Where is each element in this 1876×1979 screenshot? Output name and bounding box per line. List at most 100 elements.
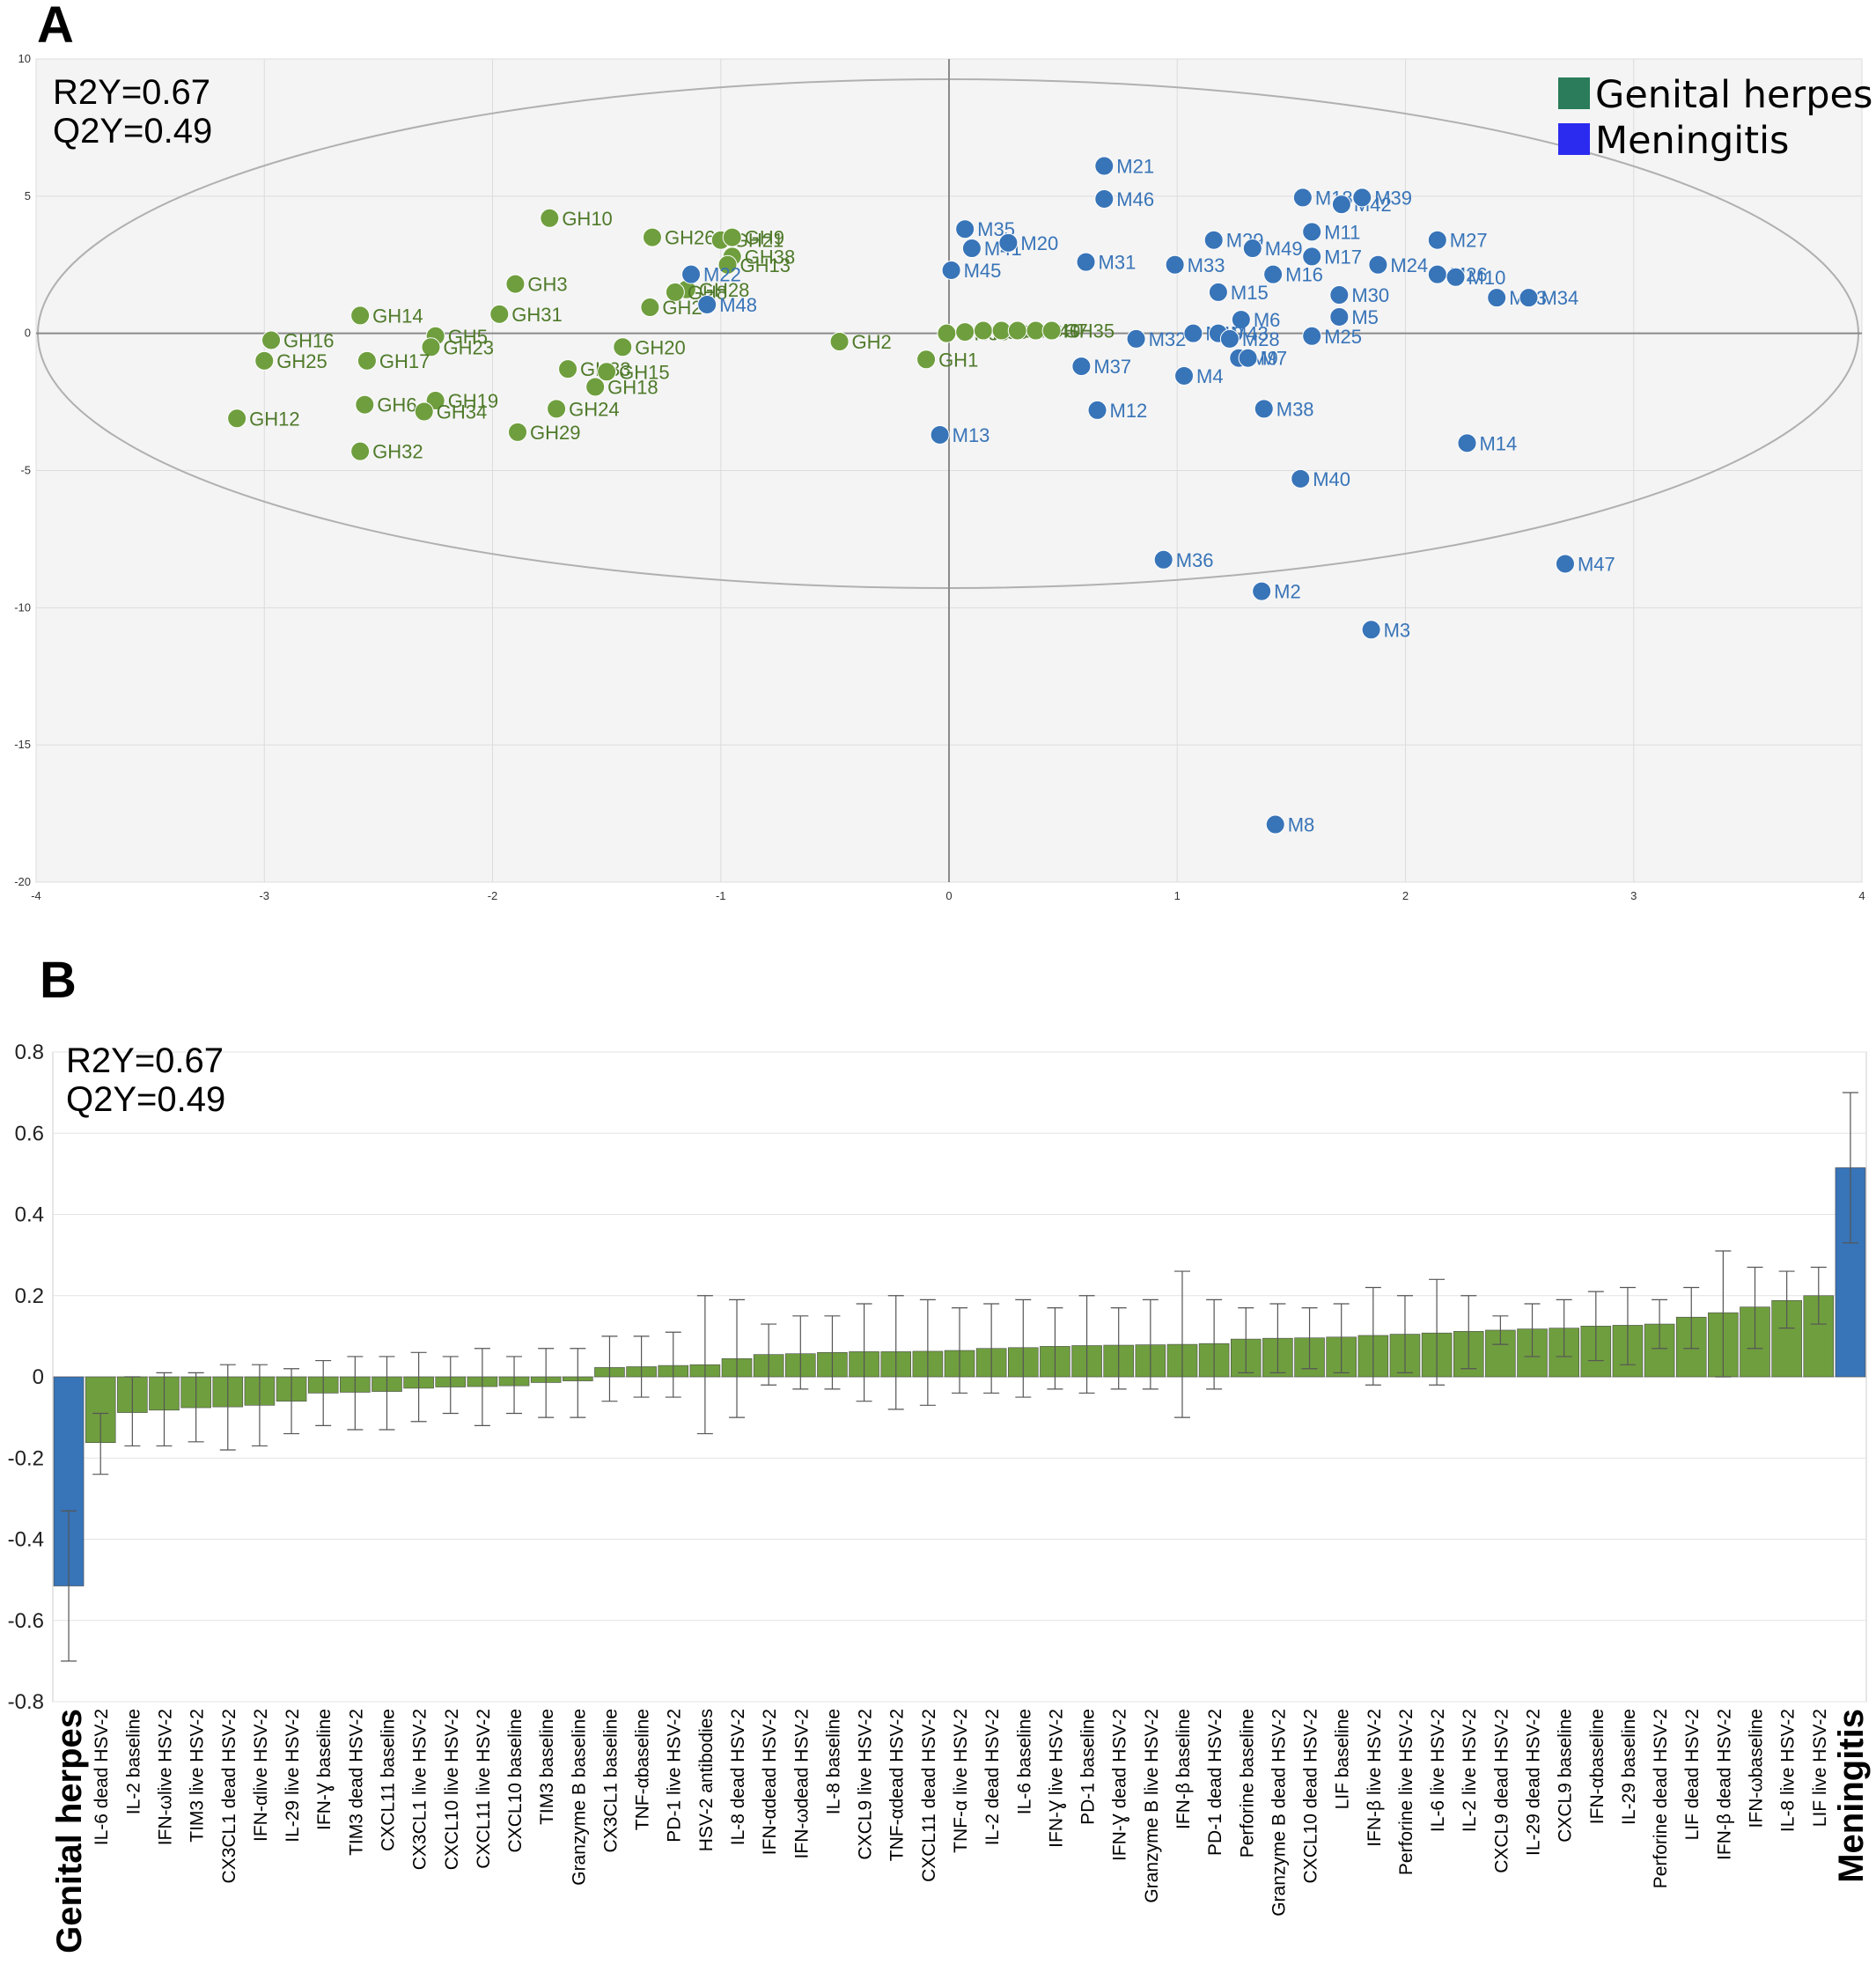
point-label-gh21: GH21 bbox=[733, 230, 784, 252]
x-tick-label: 3 bbox=[1630, 889, 1637, 902]
point-label-m48: M48 bbox=[719, 294, 757, 316]
point-label-m10: M10 bbox=[1468, 267, 1506, 289]
bar-category-label: IL-8 baseline bbox=[823, 1709, 843, 1814]
point-label-m38: M38 bbox=[1276, 398, 1314, 420]
point-m28 bbox=[1219, 328, 1240, 349]
x-tick-label: -2 bbox=[488, 889, 498, 902]
point-m10 bbox=[1446, 267, 1466, 287]
point-label-gh9: GH9 bbox=[745, 227, 784, 249]
point-gh3 bbox=[505, 274, 526, 294]
point-m20 bbox=[998, 232, 1019, 253]
point-label-m47: M47 bbox=[1578, 553, 1615, 575]
bar-category-label: Meningitis bbox=[1832, 1709, 1871, 1883]
bar-y-tick-label: 0.8 bbox=[15, 1041, 44, 1064]
bar-category-label: IL-6 baseline bbox=[1014, 1709, 1034, 1814]
point-label-m12: M12 bbox=[1110, 400, 1148, 422]
point-label-m45: M45 bbox=[964, 260, 1002, 282]
y-tick-label: -10 bbox=[14, 600, 31, 614]
point-gh30 bbox=[937, 323, 957, 343]
bar-category-label: CXCL9 dead HSV-2 bbox=[1491, 1709, 1512, 1873]
x-tick-label: 2 bbox=[1402, 889, 1409, 902]
point-label-gh20: GH20 bbox=[635, 336, 685, 358]
point-m41 bbox=[961, 239, 982, 259]
y-tick-label: -20 bbox=[14, 875, 31, 888]
bar-category-label: CXCL11 live HSV-2 bbox=[474, 1709, 494, 1869]
point-m15 bbox=[1208, 282, 1228, 302]
point-m7 bbox=[1238, 348, 1258, 368]
panel-b-label: B bbox=[40, 952, 77, 1009]
point-m16 bbox=[1263, 264, 1284, 284]
point-label-gh6: GH6 bbox=[377, 394, 416, 416]
point-label-m21: M21 bbox=[1116, 156, 1154, 178]
point-label-m46: M46 bbox=[1116, 188, 1154, 210]
point-m35 bbox=[955, 219, 975, 239]
bar-category-label: IL-6 live HSV-2 bbox=[1428, 1709, 1448, 1832]
point-m45 bbox=[941, 260, 961, 280]
point-gh12 bbox=[227, 408, 247, 429]
point-label-gh34: GH34 bbox=[437, 401, 487, 423]
point-m22 bbox=[681, 264, 702, 284]
point-gh9 bbox=[722, 227, 742, 247]
point-gh35 bbox=[1041, 320, 1062, 341]
bar-category-label: PD-1 dead HSV-2 bbox=[1205, 1709, 1225, 1856]
bar-category-label: IL-2 baseline bbox=[123, 1709, 143, 1814]
bar-category-label: Perforine baseline bbox=[1237, 1709, 1257, 1858]
bar-y-tick-label: 0.6 bbox=[15, 1122, 44, 1145]
point-m11 bbox=[1302, 222, 1322, 242]
panel-a-label: A bbox=[37, 0, 74, 54]
point-label-m39: M39 bbox=[1374, 187, 1412, 209]
point-label-gh18: GH18 bbox=[607, 376, 658, 398]
point-m40 bbox=[1291, 468, 1311, 489]
bar-category-label: IL-2 live HSV-2 bbox=[1460, 1709, 1480, 1832]
point-label-gh31: GH31 bbox=[511, 304, 562, 326]
bar-category-label: IL-29 live HSV-2 bbox=[283, 1709, 303, 1843]
point-label-m13: M13 bbox=[953, 424, 990, 446]
point-label-gh2: GH2 bbox=[852, 331, 892, 353]
point-label-gh19: GH19 bbox=[448, 390, 498, 412]
bar-category-label: IL-2 dead HSV-2 bbox=[982, 1709, 1003, 1845]
bar-category-label: IFN-ωlive HSV-2 bbox=[155, 1709, 175, 1845]
bar-category-label: Granzyme B live HSV-2 bbox=[1142, 1709, 1162, 1903]
point-m24 bbox=[1368, 254, 1388, 275]
point-gh10 bbox=[540, 208, 560, 228]
bar-category-label: CXCL9 baseline bbox=[1556, 1709, 1576, 1843]
point-gh23 bbox=[421, 337, 441, 357]
bar-tick-labels: 0.8 0.6 0.4 0.2 0 -0.2 -0.4 -0.6 -0.8 bbox=[8, 1041, 44, 1714]
point-label-m7: M7 bbox=[1261, 348, 1288, 370]
bar-category-label: CX3CL1 baseline bbox=[600, 1709, 621, 1852]
bar-category-label: IFN-αlive HSV-2 bbox=[251, 1709, 271, 1842]
point-m5 bbox=[1329, 306, 1350, 327]
point-m34 bbox=[1519, 288, 1539, 308]
scatter-r2y-text: R2Y=0.67 bbox=[53, 73, 210, 112]
point-gh25 bbox=[254, 350, 275, 371]
point-label-m5: M5 bbox=[1351, 306, 1379, 328]
point-label-m30: M30 bbox=[1351, 284, 1389, 306]
x-tick-label: -1 bbox=[716, 889, 726, 902]
bar-r2y-text: R2Y=0.67 bbox=[66, 1041, 224, 1080]
point-gh40 bbox=[1007, 320, 1027, 341]
point-label-gh10: GH10 bbox=[562, 208, 612, 230]
bar-category-label: IFN-ωbaseline bbox=[1747, 1709, 1767, 1828]
bar-category-label: LIF dead HSV-2 bbox=[1682, 1709, 1703, 1840]
point-gh15 bbox=[597, 362, 617, 382]
point-label-gh5: GH5 bbox=[448, 326, 488, 348]
bar-category-label: Granzyme B dead HSV-2 bbox=[1269, 1709, 1289, 1916]
point-label-gh23: GH23 bbox=[444, 336, 494, 358]
bar-q2y-text: Q2Y=0.49 bbox=[66, 1080, 225, 1119]
bar-category-label: CX3CL1 live HSV-2 bbox=[410, 1709, 430, 1870]
point-label-m2: M2 bbox=[1274, 581, 1301, 603]
point-gh34 bbox=[414, 401, 434, 422]
point-m46 bbox=[1094, 188, 1115, 209]
point-label-m14: M14 bbox=[1479, 432, 1517, 454]
point-label-gh25: GH25 bbox=[276, 350, 327, 372]
point-gh8 bbox=[665, 282, 685, 302]
y-tick-label: -5 bbox=[20, 464, 31, 477]
bar-category-label: PD-1 live HSV-2 bbox=[665, 1709, 685, 1843]
point-label-m40: M40 bbox=[1313, 468, 1350, 490]
x-tick-label: 4 bbox=[1858, 889, 1865, 902]
bar-category-label: IFN-αbaseline bbox=[1587, 1709, 1607, 1824]
point-m3 bbox=[1361, 620, 1381, 640]
bar-category-label: HSV-2 antibodies bbox=[696, 1709, 717, 1851]
point-label-gh29: GH29 bbox=[530, 422, 580, 444]
